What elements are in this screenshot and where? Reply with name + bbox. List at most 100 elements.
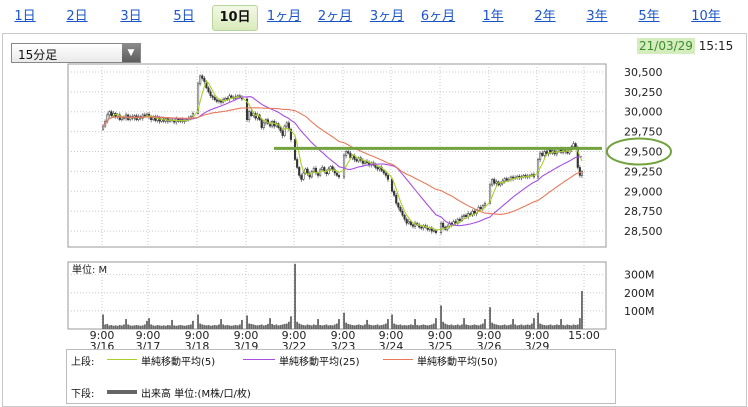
tab-13[interactable]: 10年 [691,9,721,24]
volume-bar [461,324,463,329]
volume-bar [537,312,539,329]
volume-bar [108,325,111,329]
volume-bar [162,325,165,329]
candle-body [471,210,474,216]
volume-bar [458,325,461,329]
volume-bar [372,325,375,329]
volume-bar [526,324,529,329]
volume-bar [224,325,227,329]
candle-body [578,167,581,176]
candle-body [312,167,315,172]
volume-bar [463,318,465,329]
tab-12[interactable]: 5年 [638,9,660,24]
tab-6[interactable]: 2ヶ月 [317,9,353,24]
tab-4[interactable]: 10日 [212,5,258,31]
x-tick-time: 9:00 [234,329,259,342]
legend-upper-label: 上段: [71,357,95,368]
volume-bar [553,325,556,329]
tab-5[interactable]: 1ヶ月 [266,9,302,24]
volume-bar [376,324,379,329]
volume-bar [432,323,435,329]
volume-bar [345,322,348,329]
volume-bar [246,315,248,329]
volume-bar [414,319,416,329]
tab-8[interactable]: 6ヶ月 [420,9,456,24]
volume-bar [338,319,340,329]
volume-bar [325,324,328,329]
candle-body [342,155,346,178]
volume-bar [211,325,214,329]
volume-bar [405,325,408,329]
volume-bar [456,324,459,329]
volume-bar [129,325,132,329]
volume-bar [407,325,410,329]
price-y-tick-label: 29,500 [624,146,663,159]
volume-bar [516,325,519,329]
tab-3[interactable]: 5日 [173,9,195,24]
volume-bar [148,318,150,329]
volume-bar [254,325,257,329]
volume-bar [357,324,360,329]
volume-bar [395,324,398,329]
volume-bar [290,316,292,329]
ma50-line [102,107,583,215]
volume-bar [558,325,560,329]
candle-body [536,159,540,178]
volume-bar [572,324,575,329]
volume-bar [300,324,303,329]
volume-bar [283,323,286,329]
legend-ma25-swatch [243,359,275,360]
volume-bar [510,324,512,329]
volume-bar [422,324,425,329]
volume-bar [574,325,577,329]
tab-0[interactable]: 1日 [14,9,36,24]
legend: 上段: 単純移動平均(5) 単純移動平均(25) 単純移動平均(50) 下段: … [66,349,616,404]
volume-bar [275,324,278,329]
volume-bar [418,325,421,329]
candle-body [199,75,202,85]
candle-body [335,172,338,176]
candle-body [207,87,210,93]
volume-bar [351,325,354,329]
volume-bar [192,320,194,329]
volume-bar [228,325,231,329]
volume-bar [315,325,317,329]
candle-body [488,184,492,204]
volume-bar [238,324,241,329]
volume-bar [331,325,334,329]
candle-body [196,83,200,114]
x-tick-time: 9:00 [282,329,307,342]
volume-bar [222,324,225,329]
volume-bar [150,324,153,329]
period-tabs: 1日 2日 3日 5日 10日 1ヶ月 2ヶ月 3ヶ月 6ヶ月 1年 2年 3年 5年 10年 [0,0,748,32]
candle-body [399,206,402,212]
volume-bar [152,325,155,329]
legend-ma50-label: 単純移動平均(50) [417,357,498,368]
volume-bar [321,325,324,329]
candle-body [298,167,301,176]
volume-bar [137,325,140,329]
interval-select[interactable]: 15分足 ▼ [11,43,141,63]
tab-2[interactable]: 3日 [120,9,142,24]
annotation-circle [606,137,672,166]
volume-bar [384,323,387,329]
tab-9[interactable]: 1年 [482,9,504,24]
candle-body [454,221,457,224]
tab-1[interactable]: 2日 [66,9,88,24]
tab-10[interactable]: 2年 [534,9,556,24]
volume-bar [220,319,222,329]
volume-bar [566,324,569,329]
volume-bar [512,319,514,329]
volume-bar [133,325,136,329]
volume-bar [183,325,186,329]
tab-7[interactable]: 3ヶ月 [369,9,405,24]
candle-body [110,111,113,116]
candle-body [321,167,324,171]
candle-body [300,175,303,180]
tab-11[interactable]: 3年 [586,9,608,24]
volume-bar [327,325,330,329]
volume-bar [493,323,496,329]
candle-body [252,113,255,116]
volume-bar [374,325,377,329]
